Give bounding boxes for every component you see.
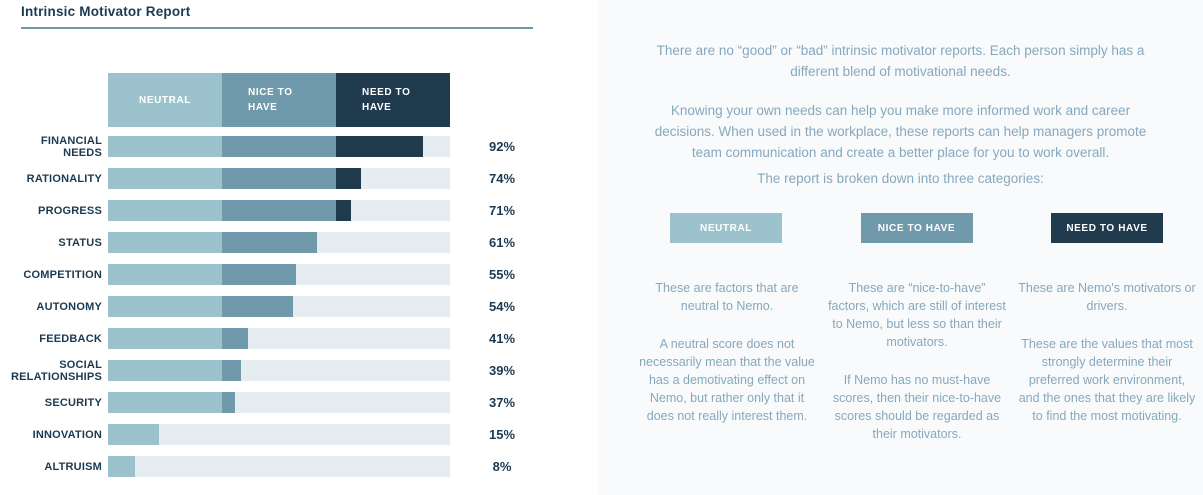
intro-paragraph: Knowing your own needs can help you make…	[654, 103, 1147, 160]
zone-header-need-to-have: NEED TO HAVE	[336, 73, 450, 127]
category-column-need-to-have: These are Nemo's motivators or drivers. …	[1017, 279, 1197, 463]
bar-segment-neutral	[108, 424, 160, 445]
bar-segment-nice-to-have	[222, 264, 297, 285]
category-description-columns: These are factors that are neutral to Ne…	[637, 279, 1203, 463]
chart-panel: Intrinsic Motivator Report NEUTRAL NICE …	[0, 0, 598, 495]
bar-row: PROGRESS 71%	[0, 200, 598, 221]
bar-track	[108, 232, 450, 253]
category-paragraph: These are the values that most strongly …	[1018, 337, 1196, 423]
bar-segment-neutral	[108, 200, 222, 221]
bar-segment-need-to-have	[336, 168, 362, 189]
bar-value: 71%	[488, 203, 516, 218]
bar-segment-nice-to-have	[222, 328, 249, 349]
bar-label: FINANCIAL NEEDS	[40, 134, 102, 159]
bar-track	[108, 136, 450, 157]
bar-segment-nice-to-have	[222, 200, 336, 221]
category-badge-row: NEUTRAL NICE TO HAVE NEED TO HAVE	[670, 213, 1163, 243]
bar-segment-need-to-have	[336, 136, 423, 157]
intro-text: There are no “good” or “bad” intrinsic m…	[598, 0, 1203, 189]
category-column-nice-to-have: These are “nice-to-have” factors, which …	[827, 279, 1007, 463]
chart-zone-header: NEUTRAL NICE TO HAVE NEED TO HAVE	[108, 73, 450, 127]
bar-track	[108, 392, 450, 413]
bar-segment-nice-to-have	[222, 168, 336, 189]
bar-label: PROGRESS	[38, 204, 102, 217]
bar-label: SECURITY	[44, 396, 102, 409]
bar-row: AUTONOMY 54%	[0, 296, 598, 317]
badge-neutral: NEUTRAL	[670, 213, 782, 243]
bar-value: 61%	[488, 235, 516, 250]
bar-track	[108, 360, 450, 381]
bar-row: RATIONALITY 74%	[0, 168, 598, 189]
bar-label: RATIONALITY	[26, 172, 102, 185]
bar-value: 37%	[488, 395, 516, 410]
bar-row: ALTRUISM 8%	[0, 456, 598, 477]
category-column-neutral: These are factors that are neutral to Ne…	[637, 279, 817, 463]
bar-segment-nice-to-have	[222, 232, 317, 253]
bar-value: 8%	[492, 459, 512, 474]
bar-track	[108, 264, 450, 285]
bar-track	[108, 424, 450, 445]
bar-segment-neutral	[108, 168, 222, 189]
bar-label: AUTONOMY	[36, 300, 102, 313]
category-paragraph: These are Nemo's motivators or drivers.	[1018, 281, 1196, 313]
zone-header-label: NICE TO HAVE	[248, 87, 293, 113]
bar-segment-nice-to-have	[222, 360, 242, 381]
bar-row: FINANCIAL NEEDS 92%	[0, 134, 598, 159]
bar-chart: FINANCIAL NEEDS 92% RATIONALITY 74% PROGRESS…	[0, 134, 598, 488]
bar-row: FEEDBACK 41%	[0, 328, 598, 349]
zone-header-label: NEUTRAL	[139, 94, 191, 106]
bar-track	[108, 456, 450, 477]
bar-track	[108, 296, 450, 317]
bar-value: 41%	[488, 331, 516, 346]
bar-value: 15%	[488, 427, 516, 442]
bar-track	[108, 328, 450, 349]
category-paragraph: If Nemo has no must-have scores, then th…	[832, 373, 1002, 441]
bar-segment-neutral	[108, 296, 222, 317]
category-paragraph: A neutral score does not necessarily mea…	[639, 337, 815, 423]
bar-segment-nice-to-have	[222, 296, 293, 317]
zone-header-label: NEED TO HAVE	[362, 87, 411, 113]
bar-segment-neutral	[108, 232, 222, 253]
bar-label: INNOVATION	[32, 428, 102, 441]
bar-row: STATUS 61%	[0, 232, 598, 253]
bar-segment-need-to-have	[336, 200, 351, 221]
bar-value: 54%	[488, 299, 516, 314]
bar-label: COMPETITION	[23, 268, 102, 281]
bar-segment-neutral	[108, 392, 222, 413]
explanation-panel: There are no “good” or “bad” intrinsic m…	[598, 0, 1203, 495]
category-paragraph: These are factors that are neutral to Ne…	[655, 281, 799, 313]
bar-segment-nice-to-have	[222, 392, 235, 413]
bar-segment-neutral	[108, 456, 136, 477]
intro-paragraph: The report is broken down into three cat…	[757, 171, 1044, 186]
bar-track	[108, 168, 450, 189]
badge-need-to-have: NEED TO HAVE	[1051, 213, 1163, 243]
bar-value: 74%	[488, 171, 516, 186]
badge-nice-to-have: NICE TO HAVE	[860, 213, 973, 243]
bar-value: 92%	[488, 139, 516, 154]
page-title: Intrinsic Motivator Report	[21, 4, 191, 19]
bar-row: COMPETITION 55%	[0, 264, 598, 285]
bar-row: INNOVATION 15%	[0, 424, 598, 445]
bar-segment-neutral	[108, 264, 222, 285]
bar-label: ALTRUISM	[44, 460, 102, 473]
bar-row: SOCIAL RELATIONSHIPS 39%	[0, 358, 598, 383]
intro-paragraph: There are no “good” or “bad” intrinsic m…	[656, 43, 1145, 79]
bar-segment-neutral	[108, 360, 222, 381]
bar-value: 39%	[488, 363, 516, 378]
bar-label: STATUS	[58, 236, 102, 249]
bar-segment-neutral	[108, 136, 222, 157]
bar-segment-nice-to-have	[222, 136, 336, 157]
zone-header-nice-to-have: NICE TO HAVE	[222, 73, 336, 127]
bar-track	[108, 200, 450, 221]
bar-segment-neutral	[108, 328, 222, 349]
zone-header-neutral: NEUTRAL	[108, 73, 222, 127]
bar-label: FEEDBACK	[39, 332, 102, 345]
bar-label: SOCIAL RELATIONSHIPS	[10, 358, 102, 383]
category-paragraph: These are “nice-to-have” factors, which …	[828, 281, 1006, 349]
title-underline	[21, 27, 533, 29]
bar-row: SECURITY 37%	[0, 392, 598, 413]
bar-value: 55%	[488, 267, 516, 282]
